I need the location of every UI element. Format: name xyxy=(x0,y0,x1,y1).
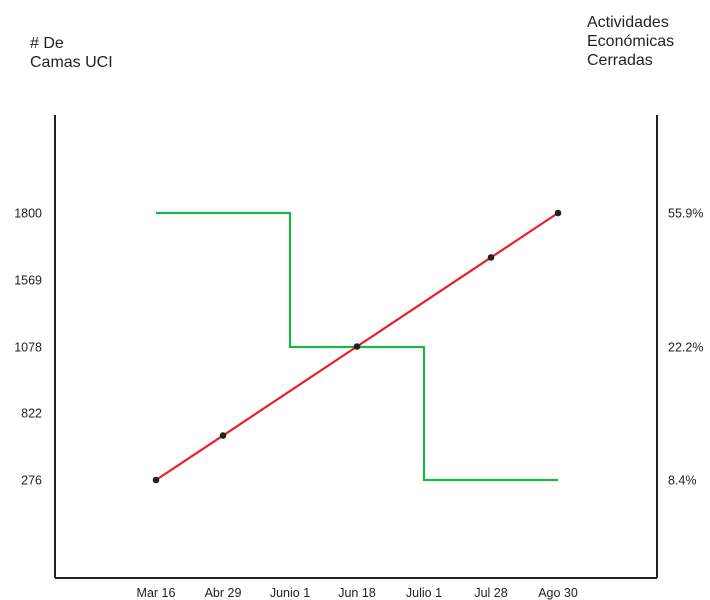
right-tick-label: 8.4% xyxy=(668,474,697,488)
left-axis-title-line-1: # De xyxy=(30,35,64,52)
x-tick-label: Julio 1 xyxy=(406,586,442,600)
left-axis-title: # De Camas UCI xyxy=(30,34,190,72)
x-tick-label: Junio 1 xyxy=(270,586,310,600)
left-tick-label: 822 xyxy=(21,407,42,421)
red-series-point xyxy=(353,343,361,350)
red-series-layer xyxy=(152,209,562,484)
right-axis-title-line-1: Actividades xyxy=(587,14,669,31)
left-axis-title-line-2: Camas UCI xyxy=(30,54,113,71)
left-tick-label: 1800 xyxy=(14,207,42,221)
x-tick-label: Abr 29 xyxy=(205,586,242,600)
left-tick-label: 1569 xyxy=(14,274,42,288)
tick-labels-layer: 1800 1569 1078 822 276 55.9% 22.2% 8.4% Mar 16 Ab… xyxy=(14,207,703,600)
red-series-point xyxy=(554,209,562,217)
x-tick-label: Mar 16 xyxy=(137,586,176,600)
left-tick-label: 1078 xyxy=(14,341,42,355)
red-series-point xyxy=(152,476,160,484)
red-series-point xyxy=(487,254,495,261)
left-tick-label: 276 xyxy=(21,474,42,488)
x-tick-label: Jun 18 xyxy=(338,586,376,600)
right-axis-title-line-3: Cerradas xyxy=(587,52,653,69)
x-tick-label: Jul 28 xyxy=(474,586,507,600)
right-axis-title-line-2: Económicas xyxy=(587,33,675,50)
red-series-point xyxy=(219,432,227,439)
x-tick-label: Ago 30 xyxy=(538,586,578,600)
right-tick-label: 22.2% xyxy=(668,341,703,355)
right-axis-title: Actividades Económicas Cerradas xyxy=(587,13,707,70)
right-tick-label: 55.9% xyxy=(668,207,703,221)
